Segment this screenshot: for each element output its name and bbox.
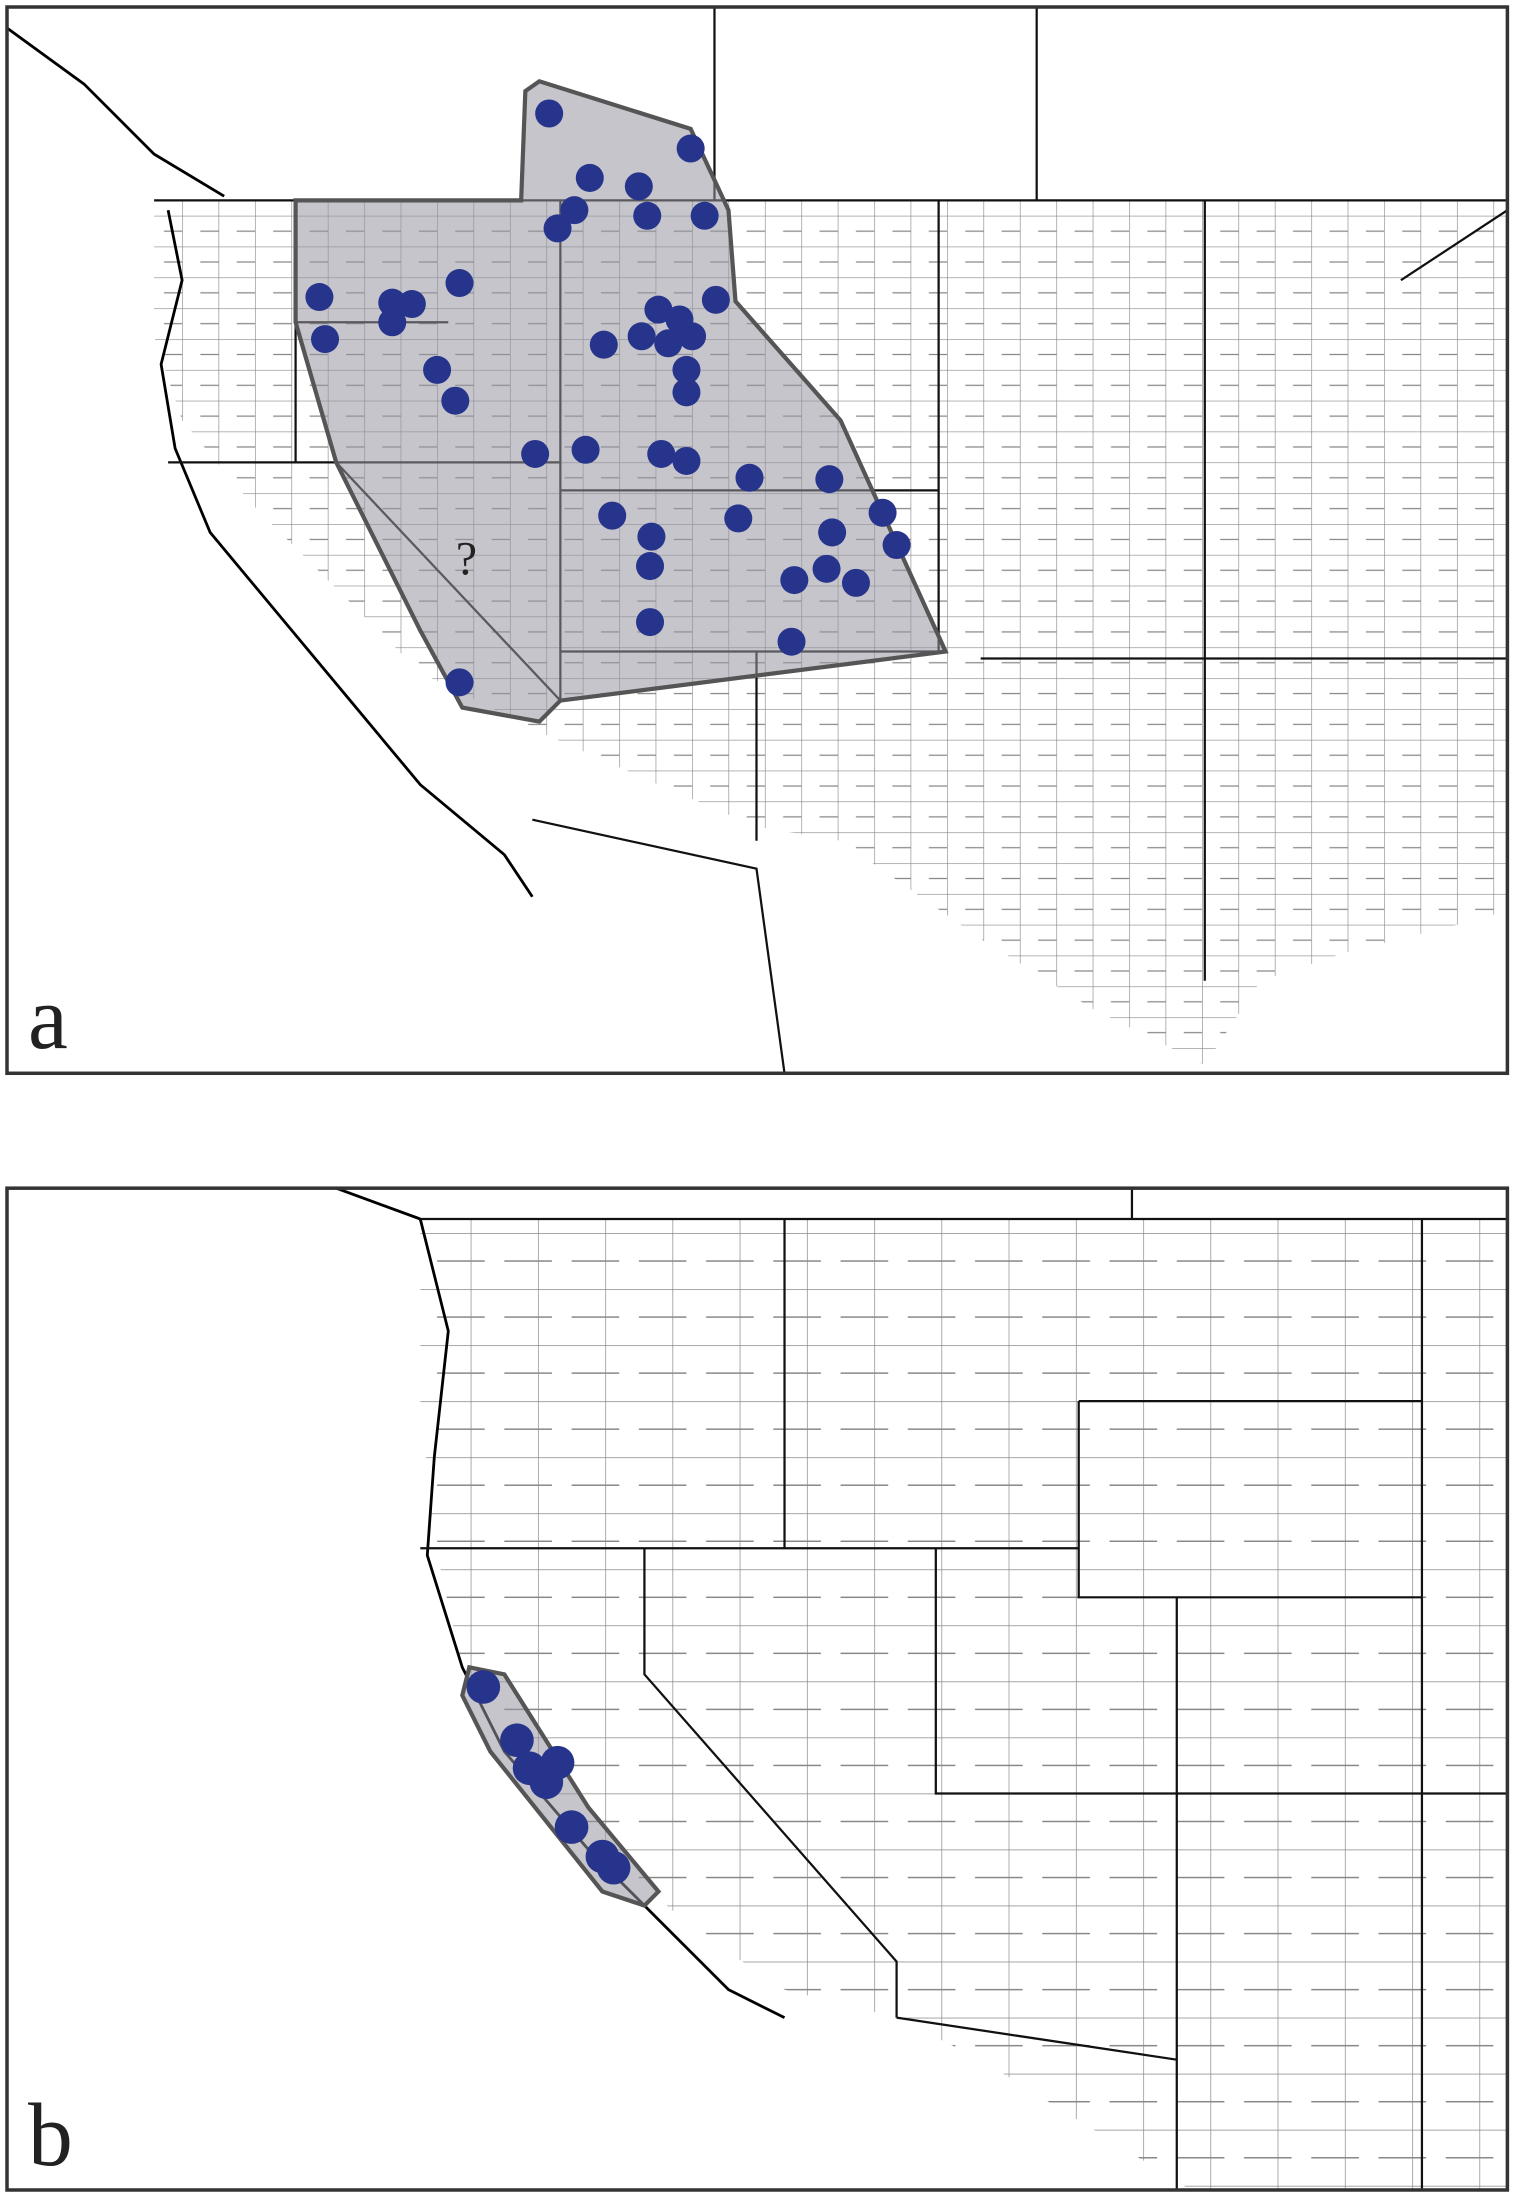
occurrence-dot (812, 554, 841, 583)
occurrence-dot (500, 1723, 534, 1758)
occurrence-dot (466, 1670, 501, 1704)
occurrence-dot (676, 134, 705, 163)
occurrence-dot (560, 196, 589, 225)
panel-b-map (335, 1188, 1508, 2190)
occurrence-dot (777, 627, 806, 656)
occurrence-dot (423, 355, 452, 384)
occurrences-b (466, 1670, 631, 1885)
occurrence-dot (868, 498, 897, 527)
occurrence-dot (647, 439, 676, 468)
occurrence-dot (636, 608, 665, 637)
occurrence-dot (575, 163, 604, 192)
coastline (7, 26, 534, 898)
occurrence-dot (637, 522, 666, 551)
occurrence-dot (672, 446, 701, 475)
occurrence-dot (780, 566, 809, 595)
occurrence-dot (672, 355, 701, 384)
occurrence-dot (882, 531, 911, 560)
occurrence-dot (841, 568, 870, 597)
uncertain-area-mark: ? (456, 533, 477, 585)
occurrence-dot (633, 201, 662, 230)
occurrence-dot (596, 1850, 631, 1885)
occurrence-dot (672, 378, 701, 407)
panel-b-frame (5, 1186, 1510, 2192)
occurrence-dot (598, 501, 627, 530)
occurrence-dot (627, 322, 656, 351)
occurrence-dot (589, 330, 618, 359)
occurrence-dot (311, 325, 340, 354)
state-borders-b (420, 1188, 1508, 2190)
occurrence-dot (818, 518, 847, 547)
occurrence-dot (521, 439, 550, 468)
panel-a-label: a (28, 969, 68, 1068)
panel-a-frame (5, 5, 1510, 1076)
occurrence-dot (701, 285, 730, 314)
occurrence-dot (678, 322, 707, 351)
occurrence-dot (535, 99, 564, 128)
occurrence-dot (397, 290, 426, 319)
occurrence-dot (636, 552, 665, 581)
occurrence-dot (441, 386, 470, 415)
occurrence-dot (815, 465, 844, 494)
occurrence-dot (624, 172, 653, 201)
occurrence-dot (378, 308, 407, 337)
occurrence-dot (735, 463, 764, 492)
occurrence-dot (543, 214, 572, 243)
occurrence-dot (690, 201, 719, 230)
panel-b-label: b (28, 2086, 73, 2185)
panel-a-map: ? (7, 7, 1508, 1074)
occurrence-dot (445, 668, 474, 697)
occurrence-dot (305, 283, 334, 312)
occurrence-dot (724, 504, 753, 533)
occurrence-dot (554, 1810, 589, 1844)
occurrences-a (305, 99, 911, 697)
occurrence-dot (529, 1765, 564, 1800)
us-counties-b (420, 1218, 1508, 2190)
occurrence-dot (654, 329, 683, 358)
occurrence-dot (445, 269, 474, 298)
occurrence-dot (644, 295, 673, 324)
occurrence-dot (571, 435, 600, 464)
